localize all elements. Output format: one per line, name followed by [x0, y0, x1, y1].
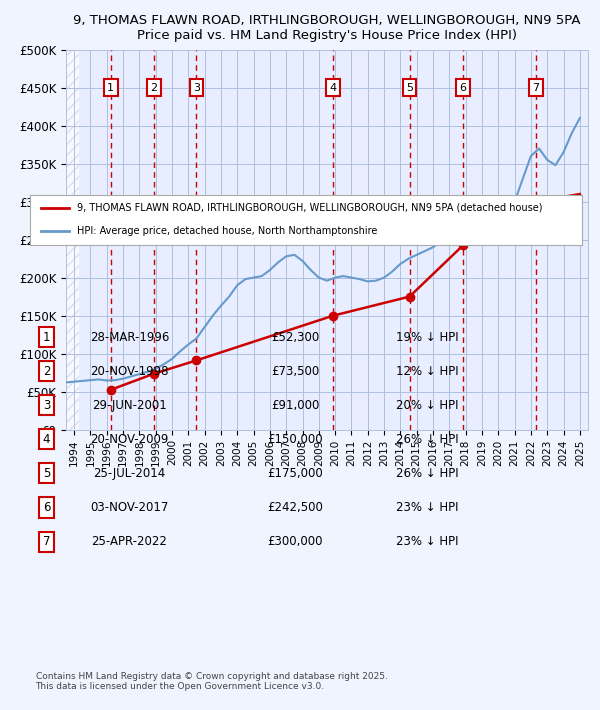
Title: 9, THOMAS FLAWN ROAD, IRTHLINGBOROUGH, WELLINGBOROUGH, NN9 5PA
Price paid vs. HM: 9, THOMAS FLAWN ROAD, IRTHLINGBOROUGH, W… — [73, 13, 581, 42]
Text: 7: 7 — [533, 82, 539, 93]
Text: 7: 7 — [43, 535, 50, 548]
Text: £150,000: £150,000 — [267, 433, 323, 446]
Text: 5: 5 — [43, 467, 50, 480]
Text: 23% ↓ HPI: 23% ↓ HPI — [396, 501, 458, 514]
Text: £91,000: £91,000 — [271, 399, 319, 412]
Text: 26% ↓ HPI: 26% ↓ HPI — [396, 467, 459, 480]
Text: 23% ↓ HPI: 23% ↓ HPI — [396, 535, 458, 548]
Text: 20% ↓ HPI: 20% ↓ HPI — [396, 399, 458, 412]
Text: £73,500: £73,500 — [271, 365, 319, 378]
Text: 26% ↓ HPI: 26% ↓ HPI — [396, 433, 459, 446]
Text: 29-JUN-2001: 29-JUN-2001 — [92, 399, 167, 412]
Text: 3: 3 — [43, 399, 50, 412]
Text: Contains HM Land Registry data © Crown copyright and database right 2025.
This d: Contains HM Land Registry data © Crown c… — [35, 672, 388, 691]
Text: 6: 6 — [460, 82, 467, 93]
Text: 28-MAR-1996: 28-MAR-1996 — [89, 331, 169, 344]
Text: 20-NOV-2009: 20-NOV-2009 — [90, 433, 169, 446]
Text: 1: 1 — [43, 331, 50, 344]
Text: 4: 4 — [43, 433, 50, 446]
Text: HPI: Average price, detached house, North Northamptonshire: HPI: Average price, detached house, Nort… — [77, 226, 377, 236]
Text: 19% ↓ HPI: 19% ↓ HPI — [396, 331, 459, 344]
Text: 12% ↓ HPI: 12% ↓ HPI — [396, 365, 459, 378]
Text: 5: 5 — [406, 82, 413, 93]
Text: 20-NOV-1998: 20-NOV-1998 — [90, 365, 169, 378]
Text: 9, THOMAS FLAWN ROAD, IRTHLINGBOROUGH, WELLINGBOROUGH, NN9 5PA (detached house): 9, THOMAS FLAWN ROAD, IRTHLINGBOROUGH, W… — [77, 202, 542, 213]
Text: 2: 2 — [43, 365, 50, 378]
Text: 3: 3 — [193, 82, 200, 93]
Text: £242,500: £242,500 — [267, 501, 323, 514]
Text: 2: 2 — [151, 82, 157, 93]
Text: 1: 1 — [107, 82, 114, 93]
Text: £175,000: £175,000 — [267, 467, 323, 480]
Text: 25-JUL-2014: 25-JUL-2014 — [93, 467, 166, 480]
Text: 4: 4 — [330, 82, 337, 93]
Text: £300,000: £300,000 — [267, 535, 323, 548]
Bar — [66, 50, 79, 430]
Text: 03-NOV-2017: 03-NOV-2017 — [90, 501, 169, 514]
Text: 25-APR-2022: 25-APR-2022 — [91, 535, 167, 548]
Text: £52,300: £52,300 — [271, 331, 319, 344]
Text: 6: 6 — [43, 501, 50, 514]
